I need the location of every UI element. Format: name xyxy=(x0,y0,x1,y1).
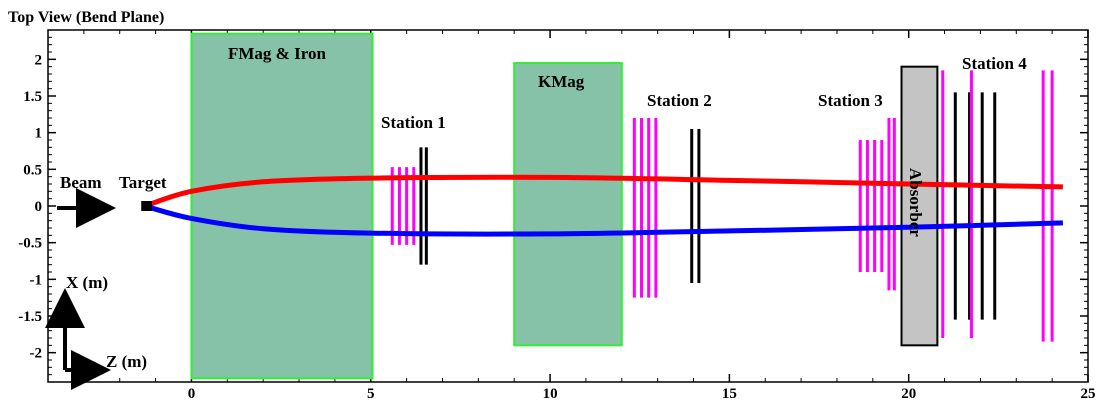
fmag-magnet xyxy=(190,32,374,380)
y-tick-label: -0.5 xyxy=(18,236,42,252)
beam-label: Beam xyxy=(60,173,102,192)
y-tick-label: -1.5 xyxy=(18,309,42,325)
y-tick-label: 1.5 xyxy=(23,89,42,105)
x-tick-label: 25 xyxy=(1081,386,1096,402)
diagram-title: Top View (Bend Plane) xyxy=(8,9,164,26)
kmag-magnet xyxy=(513,62,623,347)
positive-track xyxy=(144,174,1063,209)
station4-label: Station 4 xyxy=(962,54,1027,73)
detector-planes xyxy=(390,70,1054,342)
y-tick-label: 0 xyxy=(35,199,43,215)
x-tick-label: 10 xyxy=(543,386,558,402)
y-tick-label: 0.5 xyxy=(23,162,42,178)
x-tick-label: 0 xyxy=(188,386,196,402)
y-tick-label: -2 xyxy=(30,346,43,362)
y-tick-label: 1 xyxy=(35,126,43,142)
station2-label: Station 2 xyxy=(647,91,712,110)
absorber-label: Absorber xyxy=(906,168,925,237)
target-marker xyxy=(141,201,152,211)
tracks xyxy=(144,174,1063,237)
kmag-label: KMag xyxy=(538,72,585,91)
magnets xyxy=(190,32,939,380)
station3-label: Station 3 xyxy=(818,91,883,110)
x-tick-label: 15 xyxy=(722,386,737,402)
x-axis-label: X (m) xyxy=(66,273,108,292)
station1-label: Station 1 xyxy=(381,113,446,132)
negative-track xyxy=(144,203,1063,237)
y-tick-label: 2 xyxy=(35,52,43,68)
x-tick-label: 20 xyxy=(901,386,916,402)
target-label: Target xyxy=(119,173,167,192)
absorber-block xyxy=(900,65,939,347)
fmag-label: FMag & Iron xyxy=(228,44,326,63)
x-tick-label: 5 xyxy=(367,386,375,402)
y-tick-label: -1 xyxy=(30,272,43,288)
z-axis-label: Z (m) xyxy=(106,352,147,371)
